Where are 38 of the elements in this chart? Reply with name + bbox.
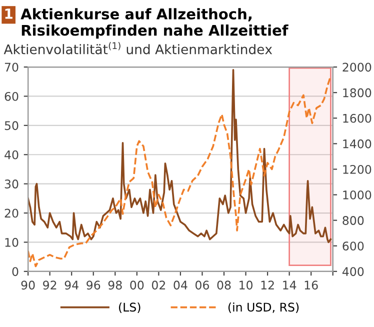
y-tick-label: 20 [4,208,18,218]
x-tick-label: 16 [304,280,318,290]
line-series [28,69,332,244]
x-tick-label: 94 [64,280,78,290]
x-tick-label: 06 [195,280,209,290]
legend-label: (LS) [118,302,140,313]
x-tick-label: 08 [217,280,231,290]
y2-tick-label: 2000 [342,62,372,72]
x-tick-label: 00 [130,280,144,290]
y-tick-label: 50 [4,121,18,130]
x-tick-label: 02 [152,280,166,290]
y2-tick-label: 800 [342,216,364,225]
y-tick-label: 70 [4,62,18,72]
x-tick-label: 92 [43,280,56,290]
y-tick-label: 40 [4,150,18,160]
x-tick-label: 04 [174,280,188,290]
x-tick-label: 10 [240,280,252,290]
chart-title: Aktienkurse auf Allzeithoch, Risikoempfinden nahe Allzeittief [20,8,288,39]
x-tick-label: 90 [21,280,35,290]
x-tick-label: 12 [261,280,274,290]
y2-tick-label: 1800 [343,88,372,98]
y2-tick-label: 1400 [343,139,372,148]
x-tick-label: 98 [108,280,122,290]
x-tick-label: 14 [283,280,296,290]
y-tick-label: 30 [4,180,18,188]
legend-label: (in USD, RS) [228,302,299,313]
x-tick-label: 96 [86,280,100,290]
line-series [28,75,332,268]
y2-tick-label: 400 [342,267,364,276]
y2-tick-label: 1200 [343,164,372,174]
y-tick-label: 0 [12,267,18,276]
text: 1 [5,8,12,19]
y-tick-label: 60 [4,92,18,101]
y2-tick-label: 600 [342,242,364,251]
y2-tick-label: 1000 [343,190,372,200]
chart-subtitle: Aktienvolatilität$^{(1)}$ und Aktienmarktindex [4,42,272,54]
y-tick-label: 10 [5,238,18,247]
y2-tick-label: 1600 [343,114,372,123]
